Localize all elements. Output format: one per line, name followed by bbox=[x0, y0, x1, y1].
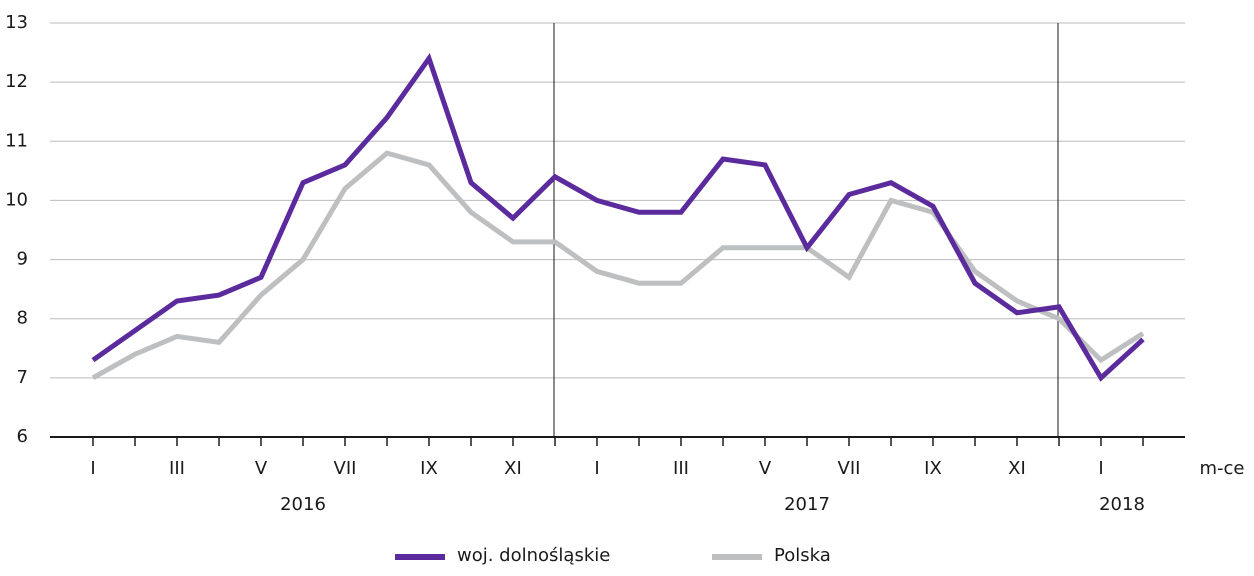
y-tick-label: 6 bbox=[17, 426, 28, 447]
y-tick-label: 12 bbox=[5, 71, 28, 92]
x-tick-label: I bbox=[90, 458, 95, 479]
x-axis-label: m-ce bbox=[1200, 458, 1245, 479]
legend-label: woj. dolnośląskie bbox=[457, 545, 610, 566]
x-tick-label: III bbox=[169, 458, 185, 479]
y-tick-label: 7 bbox=[17, 367, 28, 388]
series-line bbox=[91, 53, 1145, 382]
x-tick-label: XI bbox=[504, 458, 522, 479]
x-tick-label: IX bbox=[924, 458, 942, 479]
y-tick-label: 8 bbox=[17, 308, 28, 329]
y-tick-label: 9 bbox=[17, 249, 28, 270]
x-tick-label: IX bbox=[420, 458, 438, 479]
y-tick-label: 13 bbox=[5, 12, 28, 33]
legend-label: Polska bbox=[774, 545, 831, 566]
x-tick-label: I bbox=[1098, 458, 1103, 479]
x-tick-label: V bbox=[255, 458, 268, 479]
x-tick-label: VII bbox=[838, 458, 861, 479]
x-tick-label: I bbox=[594, 458, 599, 479]
series-line bbox=[91, 150, 1145, 381]
x-tick-label: XI bbox=[1008, 458, 1026, 479]
x-tick-label: V bbox=[759, 458, 772, 479]
x-tick-label: III bbox=[673, 458, 689, 479]
year-label: 2017 bbox=[784, 494, 830, 515]
year-label: 2018 bbox=[1099, 494, 1145, 515]
y-tick-label: 10 bbox=[5, 189, 28, 210]
x-tick-label: VII bbox=[334, 458, 357, 479]
y-tick-label: 11 bbox=[5, 130, 28, 151]
year-label: 2016 bbox=[280, 494, 326, 515]
